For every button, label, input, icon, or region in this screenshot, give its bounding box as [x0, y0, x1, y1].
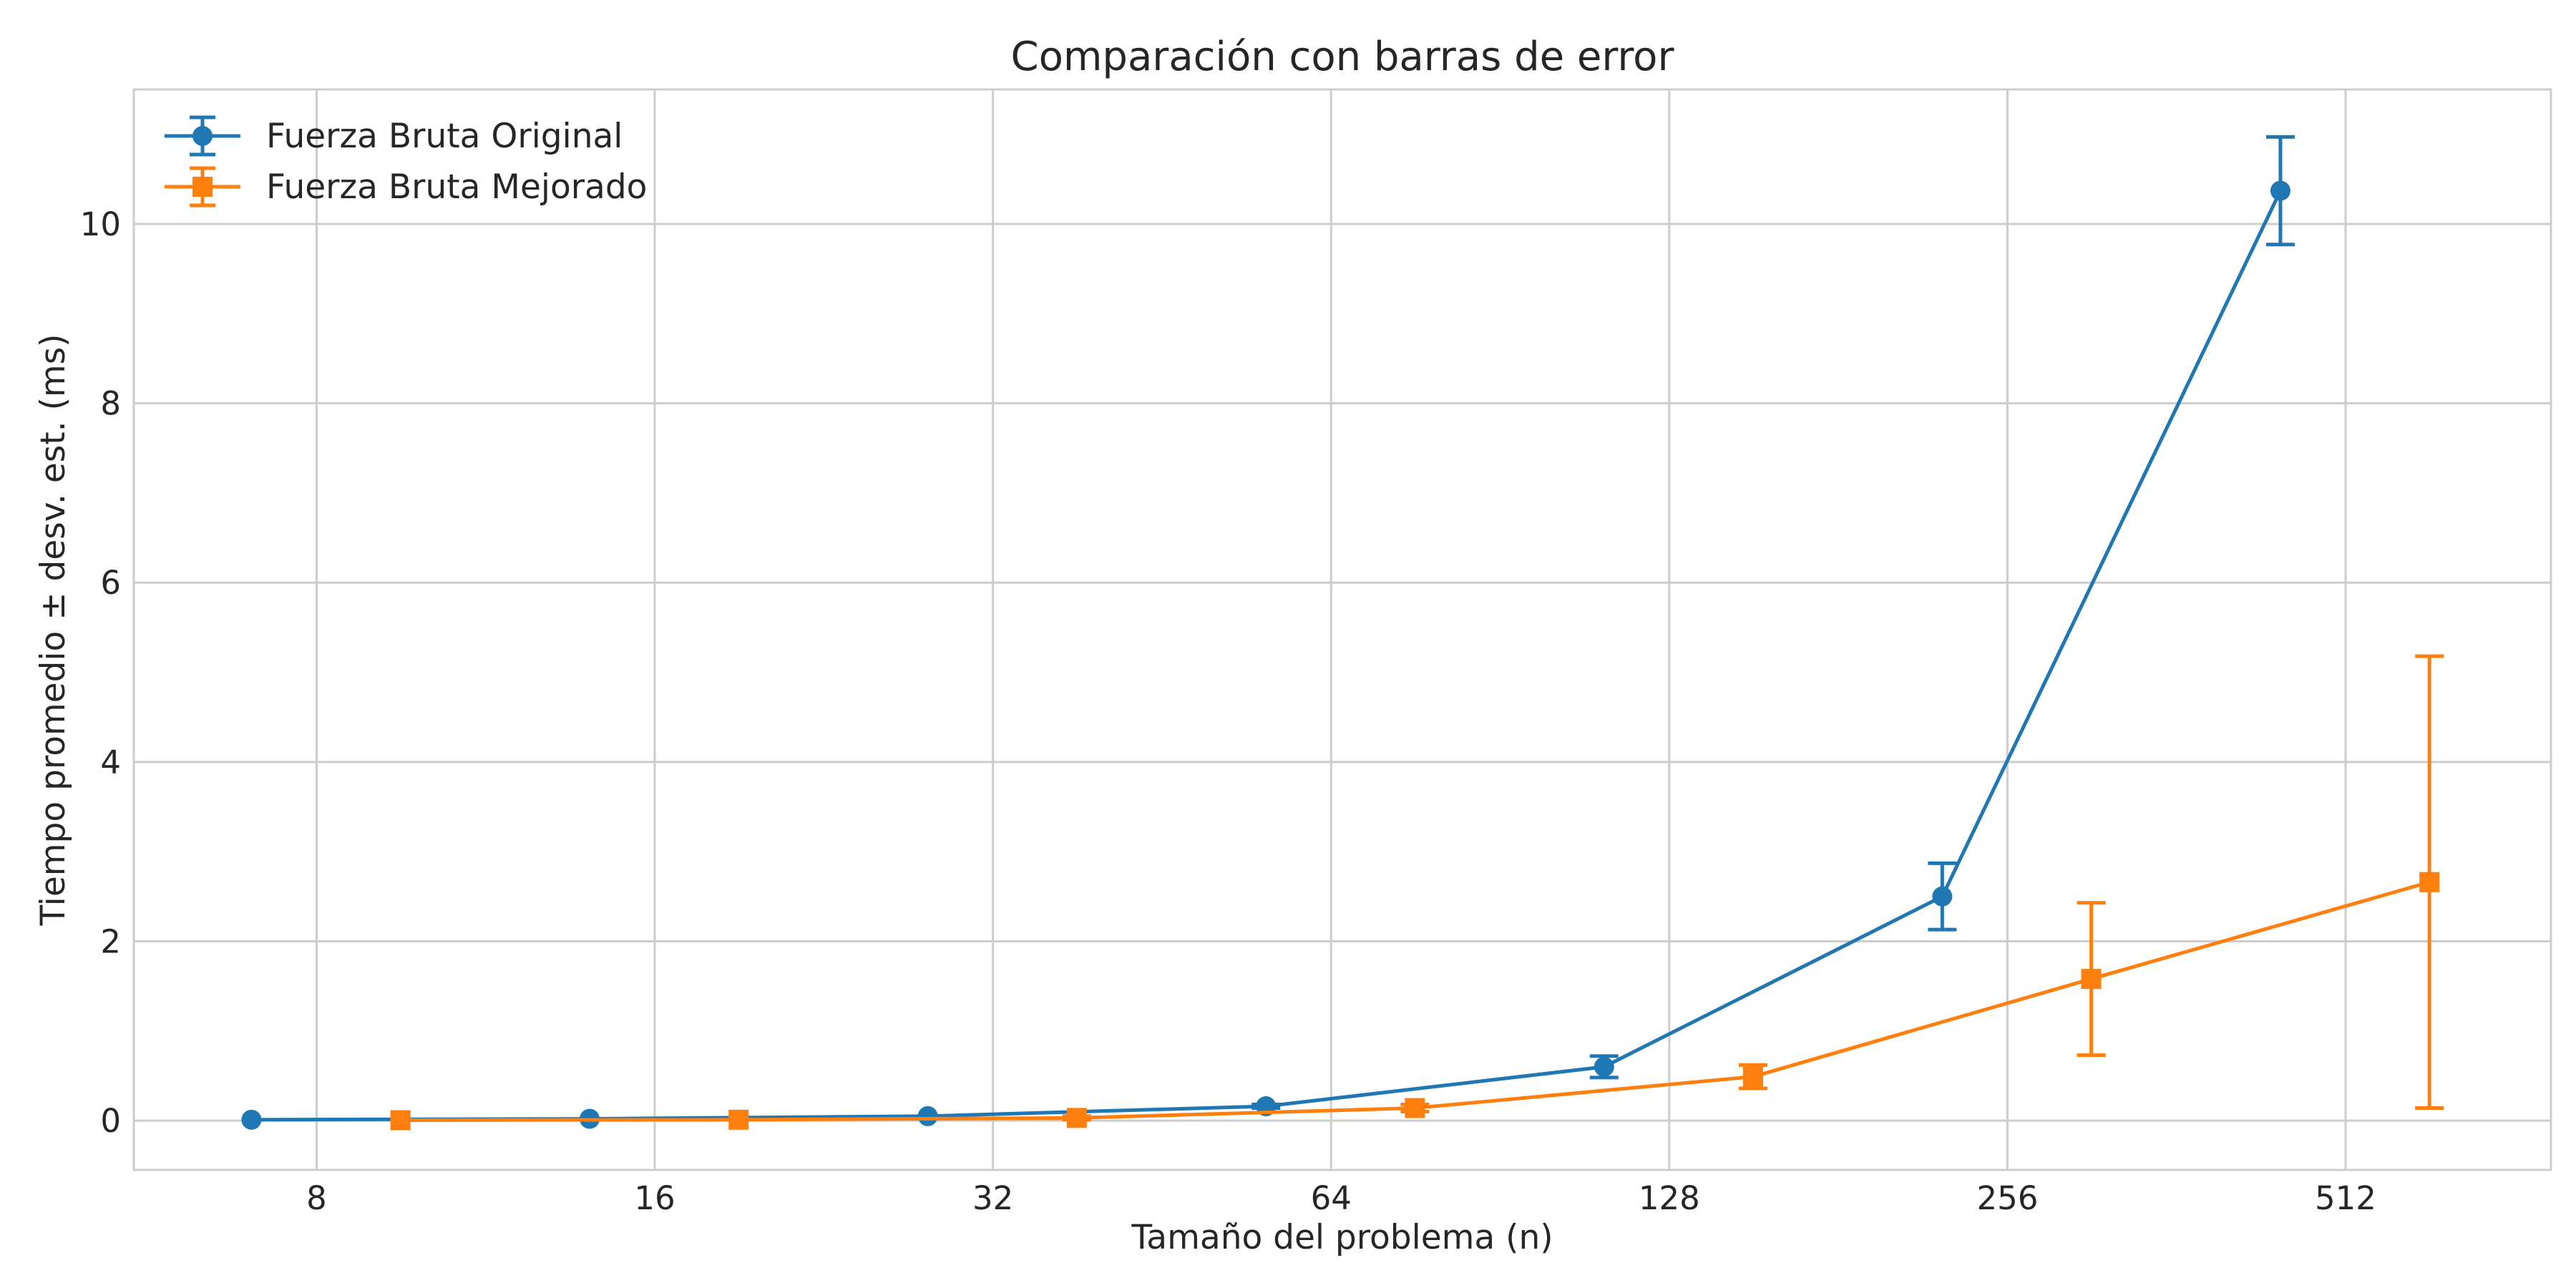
x-axis-label: Tamaño del problema (n): [1131, 1218, 1553, 1257]
x-tick-label-4: 128: [1639, 1179, 1700, 1217]
tick-labels: 8 16 32 64 128 256 512 0 2 4 6 8 10: [80, 205, 2376, 1217]
legend: Fuerza Bruta Original Fuerza Bruta Mejor…: [165, 115, 647, 208]
legend-label-original: Fuerza Bruta Original: [266, 117, 623, 156]
series-1-point-2: [1066, 1108, 1087, 1128]
series-1-point-0: [390, 1110, 411, 1131]
y-tick-label-2: 4: [100, 743, 121, 781]
x-tick-label-2: 32: [972, 1179, 1013, 1217]
y-tick-label-3: 6: [100, 564, 121, 602]
x-tick-label-3: 64: [1311, 1179, 1352, 1217]
legend-item-original: Fuerza Bruta Original: [165, 115, 623, 157]
series-1-point-6: [2419, 872, 2440, 892]
series-1-point-3: [1405, 1098, 1425, 1118]
series-1-point-5: [2081, 969, 2102, 990]
y-tick-label-0: 0: [100, 1102, 121, 1140]
y-tick-label-1: 2: [100, 922, 121, 960]
x-tick-label-6: 512: [2315, 1179, 2376, 1217]
series-1: [390, 654, 2444, 1131]
y-tick-label-4: 8: [100, 385, 121, 423]
series-0-point-6: [2270, 180, 2290, 201]
y-axis-label: Tiempo promedio ± desv. est. (ms): [34, 334, 73, 927]
series-1-point-4: [1742, 1066, 1763, 1087]
y-tick-label-5: 10: [80, 205, 121, 243]
x-tick-label-0: 8: [306, 1179, 327, 1217]
series-1-point-1: [728, 1109, 749, 1130]
legend-item-mejorado: Fuerza Bruta Mejorado: [165, 166, 647, 208]
legend-marker-circle: [192, 126, 213, 146]
series-0-point-5: [1932, 886, 1953, 907]
series-0-point-2: [917, 1106, 938, 1126]
legend-marker-square: [192, 177, 213, 197]
x-tick-label-1: 16: [634, 1179, 675, 1217]
legend-label-mejorado: Fuerza Bruta Mejorado: [266, 167, 647, 207]
chart-title: Comparación con barras de error: [1011, 34, 1675, 80]
series-layer: [241, 135, 2444, 1131]
x-tick-label-5: 256: [1976, 1179, 2038, 1217]
series-0-point-0: [241, 1109, 262, 1130]
plot-frame: [132, 88, 2552, 1171]
series-0-point-4: [1594, 1056, 1614, 1077]
